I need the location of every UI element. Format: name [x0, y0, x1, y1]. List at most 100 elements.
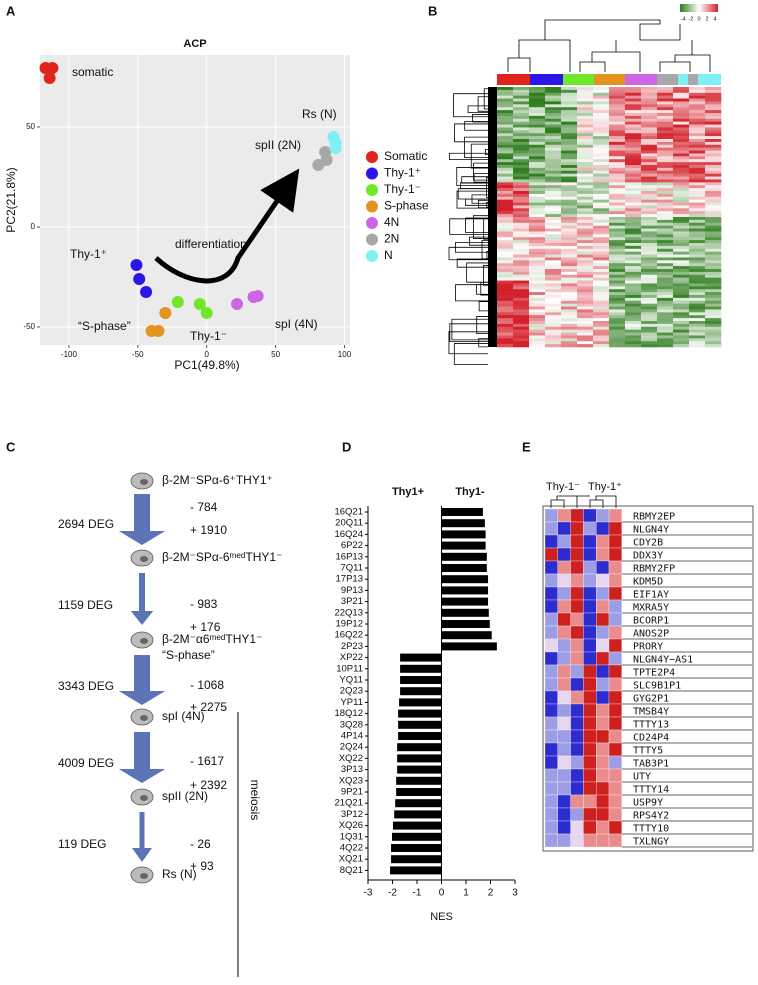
heatmap-cell: [641, 171, 657, 174]
y-tick-label: 50: [26, 122, 35, 131]
heatmap-cell: [673, 194, 689, 197]
heatmap-cell: [571, 704, 584, 717]
heatmap-cell: [558, 626, 571, 639]
heatmap-cell: [577, 223, 593, 226]
heatmap-cell: [641, 101, 657, 104]
heatmap-cell: [558, 834, 571, 847]
heatmap-cell: [529, 266, 545, 269]
y-tick-label: 3P12: [341, 809, 363, 820]
heatmap-cell: [577, 301, 593, 304]
heatmap-cell: [561, 107, 577, 110]
heatmap-cell: [609, 330, 625, 333]
heatmap-cell: [545, 90, 561, 93]
y-tick-label: 3P13: [341, 764, 363, 775]
heatmap-cell: [561, 240, 577, 243]
heatmap-cell: [673, 269, 689, 272]
heatmap-cell: [583, 626, 596, 639]
heatmap-cell: [561, 188, 577, 191]
heatmap-cell: [513, 208, 529, 211]
heatmap-cell: [545, 286, 561, 289]
panel-label: E: [522, 439, 531, 454]
heatmap-cell: [545, 182, 561, 185]
heatmap-cell: [641, 298, 657, 301]
y-tick-label: XP22: [340, 652, 363, 663]
heatmap-cell: [641, 275, 657, 278]
heatmap-cell: [561, 272, 577, 275]
heatmap-cell: [673, 217, 689, 220]
heatmap-cell: [577, 249, 593, 252]
heatmap-cell: [689, 110, 705, 113]
gene-label: TXLNGY: [633, 837, 669, 848]
heatmap-cell: [689, 226, 705, 229]
heatmap-cell: [529, 148, 545, 151]
heatmap-cell: [577, 327, 593, 330]
heatmap-cell: [593, 309, 609, 312]
y-tick-label: 9P13: [341, 585, 363, 596]
heatmap-cell: [609, 301, 625, 304]
heatmap-cell: [705, 101, 721, 104]
heatmap-cell: [689, 341, 705, 344]
heatmap-cell: [497, 330, 513, 333]
heatmap-cell: [513, 191, 529, 194]
heatmap-cell: [561, 99, 577, 102]
heatmap-cell: [596, 834, 609, 847]
x-tick-label: -100: [61, 350, 78, 359]
heatmap-cell: [497, 151, 513, 154]
heatmap-cell: [641, 220, 657, 223]
heatmap-cell: [577, 122, 593, 125]
heatmap-cell: [641, 321, 657, 324]
heatmap-cell: [689, 208, 705, 211]
heatmap-cell: [583, 795, 596, 808]
heatmap-cell: [689, 113, 705, 116]
heatmap-cell: [689, 260, 705, 263]
heatmap-cell: [513, 220, 529, 223]
heatmap-cell: [545, 292, 561, 295]
heatmap-cell: [625, 122, 641, 125]
heatmap-cell: [545, 249, 561, 252]
heatmap-cell: [689, 90, 705, 93]
heatmap-cell: [625, 205, 641, 208]
heatmap-cell: [545, 704, 558, 717]
heatmap-cell: [561, 220, 577, 223]
heatmap-cell: [657, 185, 673, 188]
heatmap-cell: [609, 119, 625, 122]
heatmap-cell: [593, 214, 609, 217]
heatmap-cell: [497, 307, 513, 310]
heatmap-cell: [596, 652, 609, 665]
down-count: - 784: [190, 500, 218, 514]
heatmap-cell: [545, 162, 561, 165]
heatmap-cell: [513, 101, 529, 104]
heatmap-cell: [513, 226, 529, 229]
heatmap-cell: [689, 96, 705, 99]
heatmap-cell: [577, 321, 593, 324]
heatmap-cell: [705, 252, 721, 255]
heatmap-cell: [625, 156, 641, 159]
heatmap-cell: [545, 104, 561, 107]
heatmap-cell: [609, 156, 625, 159]
x-tick-label: 100: [338, 350, 352, 359]
heatmap-cell: [545, 177, 561, 180]
heatmap-cell: [625, 243, 641, 246]
heatmap-cell: [561, 246, 577, 249]
heatmap-cell: [561, 96, 577, 99]
heatmap-cell: [558, 808, 571, 821]
heatmap-cell: [593, 145, 609, 148]
heatmap-cell: [641, 333, 657, 336]
heatmap-cell: [545, 205, 561, 208]
heatmap-cell: [497, 177, 513, 180]
heatmap-cell: [673, 283, 689, 286]
heatmap-cell: [657, 252, 673, 255]
heatmap-cell: [705, 318, 721, 321]
cell-nucleus: [140, 795, 148, 801]
heatmap-cell: [545, 309, 561, 312]
heatmap-cell: [593, 321, 609, 324]
heatmap-cell: [497, 148, 513, 151]
heatmap-cell: [705, 295, 721, 298]
heatmap-cell: [625, 333, 641, 336]
heatmap-cell: [593, 327, 609, 330]
heatmap-cell: [545, 168, 561, 171]
cell-nucleus: [140, 556, 148, 562]
heatmap-cell: [641, 237, 657, 240]
heatmap-cell: [657, 312, 673, 315]
heatmap-cell: [609, 208, 625, 211]
